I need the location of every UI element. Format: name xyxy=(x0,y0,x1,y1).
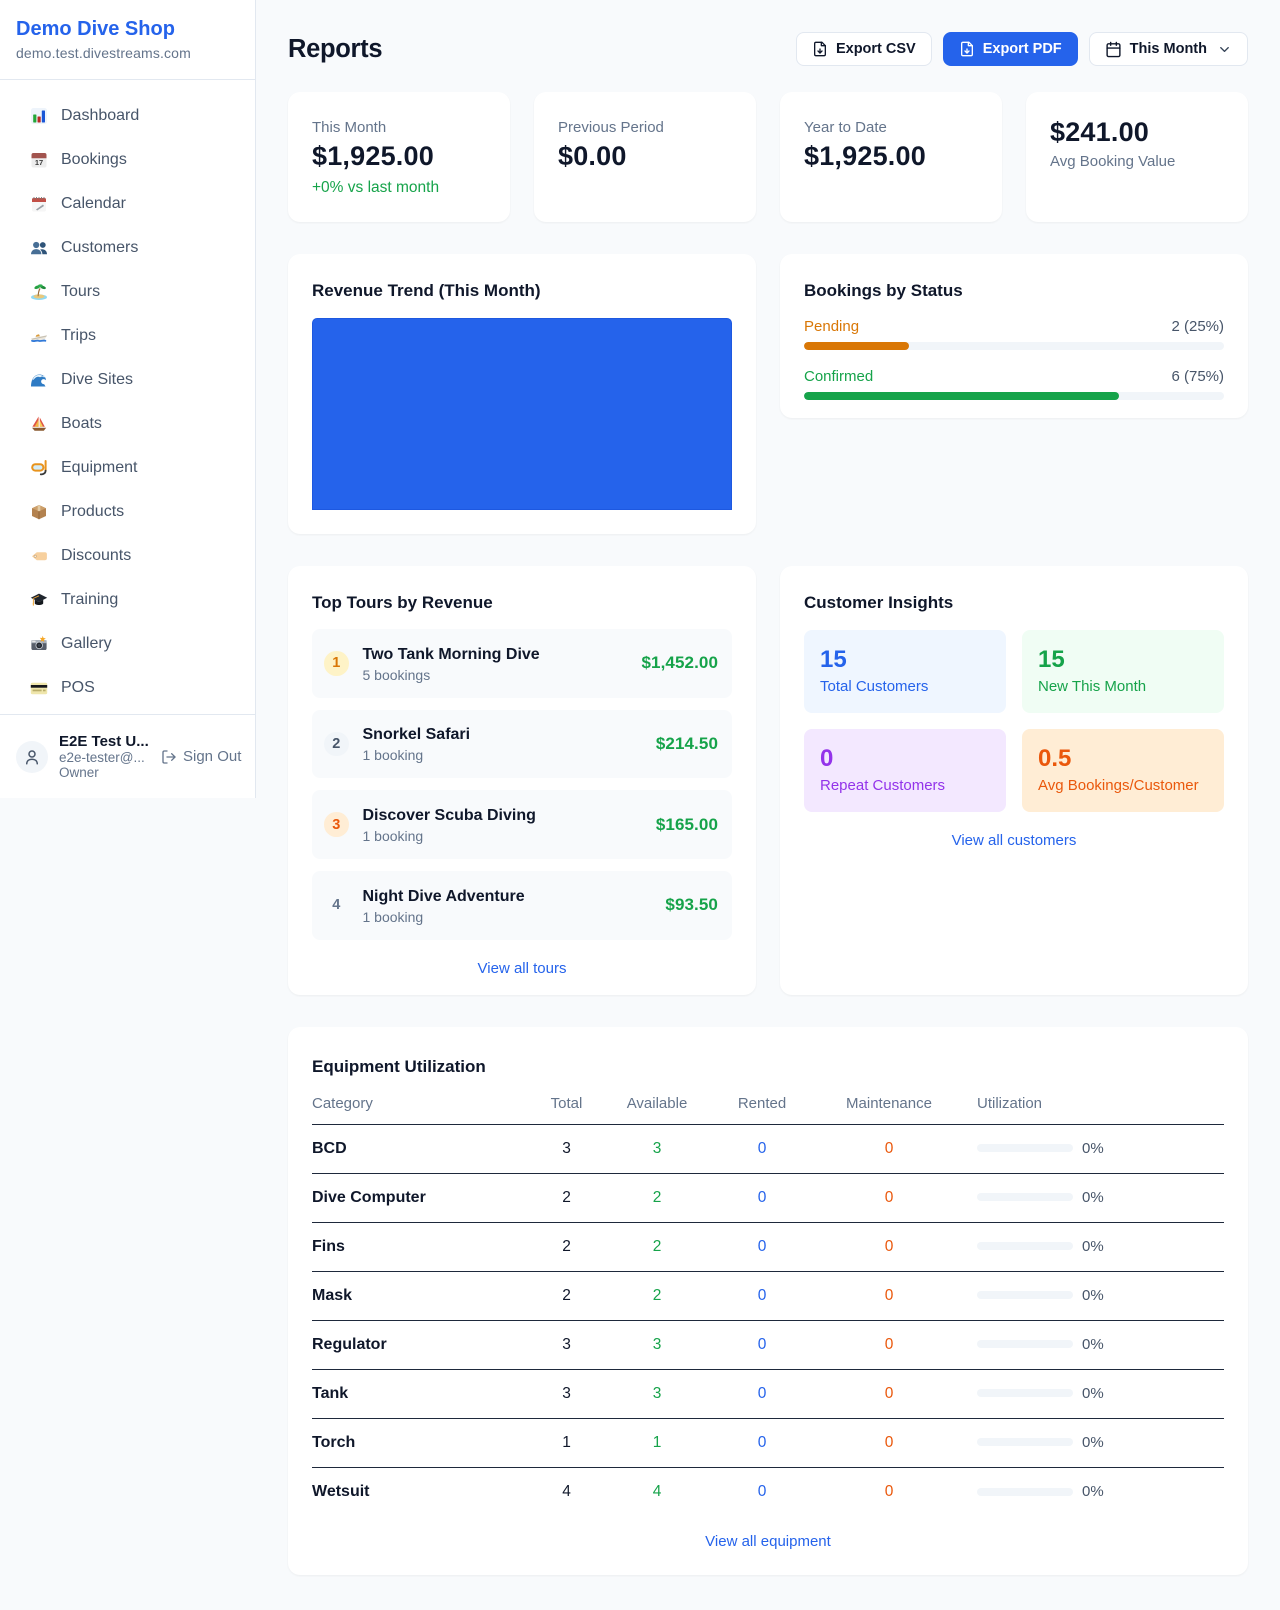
svg-text:17: 17 xyxy=(35,158,43,167)
